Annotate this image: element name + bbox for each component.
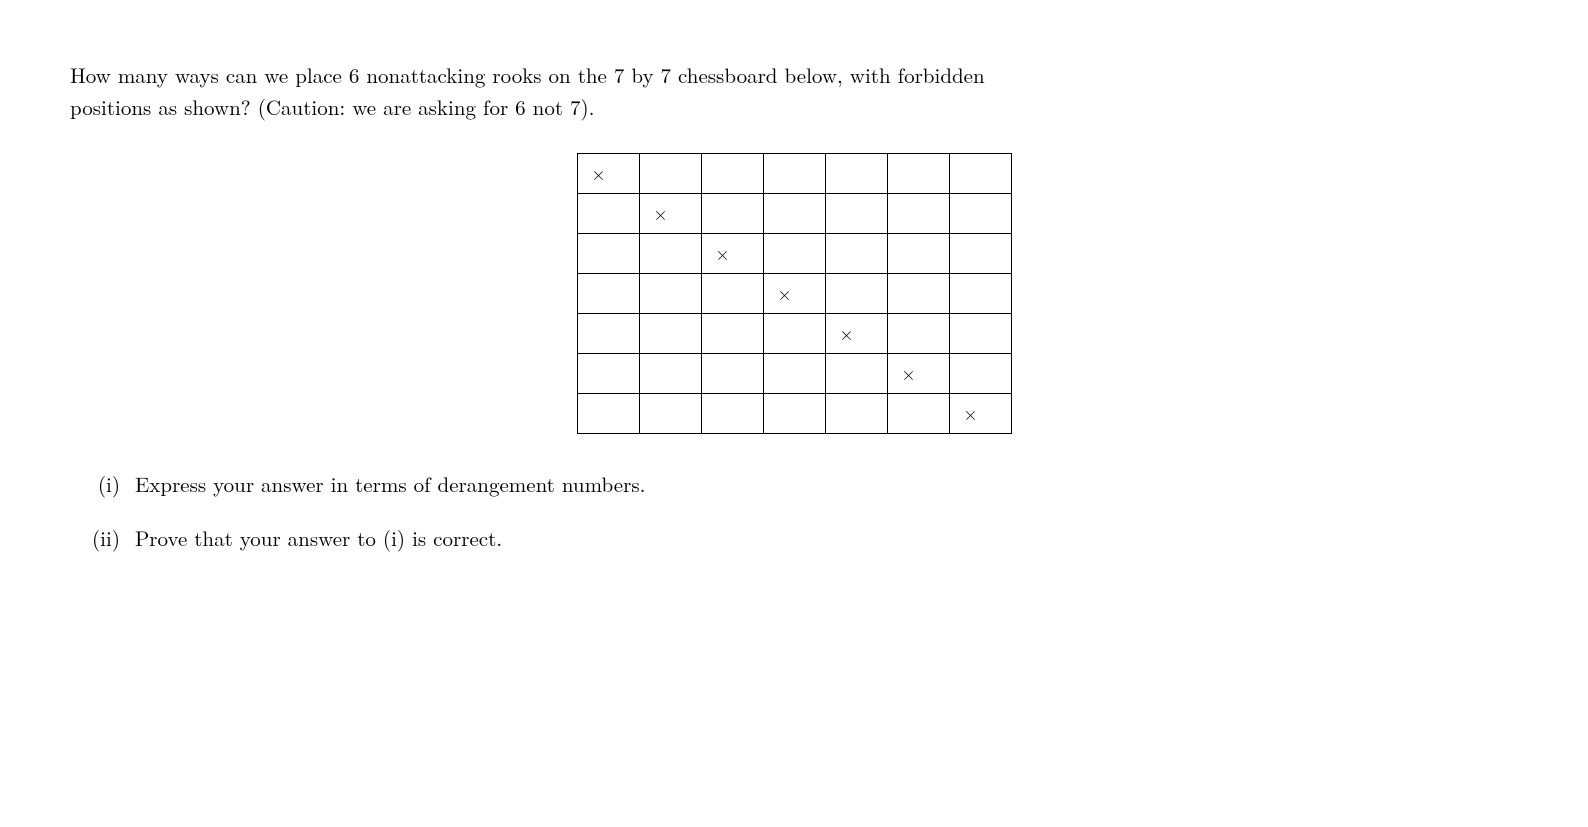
board-cell <box>887 154 949 194</box>
board-cell <box>639 354 701 394</box>
board-cell <box>949 234 1011 274</box>
board-row: × <box>577 194 1011 234</box>
board-cell <box>949 194 1011 234</box>
board-cell <box>887 394 949 434</box>
problem-intro: How many ways can we place 6 nonattackin… <box>70 60 1070 123</box>
board-cell <box>825 234 887 274</box>
part-label: (ii) <box>70 523 135 555</box>
board-cell <box>763 234 825 274</box>
board-cell <box>825 354 887 394</box>
board-cell <box>763 194 825 234</box>
board-row: × <box>577 354 1011 394</box>
chessboard-container: ××××××× <box>70 153 1518 434</box>
board-cell <box>577 274 639 314</box>
board-cell <box>577 354 639 394</box>
board-cell <box>949 314 1011 354</box>
board-cell <box>701 274 763 314</box>
forbidden-cell: × <box>949 394 1011 434</box>
part-i: (i) Express your answer in terms of dera… <box>70 469 1518 501</box>
part-text: Prove that your answer to (i) is correct… <box>135 523 1518 555</box>
part-label: (i) <box>70 469 135 501</box>
board-row: × <box>577 154 1011 194</box>
board-row: × <box>577 314 1011 354</box>
board-cell <box>887 194 949 234</box>
board-cell <box>701 194 763 234</box>
board-cell <box>639 394 701 434</box>
board-cell <box>949 274 1011 314</box>
part-ii: (ii) Prove that your answer to (i) is co… <box>70 523 1518 555</box>
board-cell <box>949 354 1011 394</box>
board-cell <box>763 154 825 194</box>
forbidden-cell: × <box>825 314 887 354</box>
board-cell <box>639 234 701 274</box>
chessboard: ××××××× <box>577 153 1012 434</box>
forbidden-cell: × <box>763 274 825 314</box>
board-row: × <box>577 234 1011 274</box>
board-cell <box>639 314 701 354</box>
forbidden-cell: × <box>887 354 949 394</box>
board-cell <box>701 354 763 394</box>
board-cell <box>577 314 639 354</box>
board-cell <box>887 274 949 314</box>
board-row: × <box>577 394 1011 434</box>
forbidden-cell: × <box>701 234 763 274</box>
part-text: Express your answer in terms of derangem… <box>135 469 1518 501</box>
board-cell <box>887 234 949 274</box>
board-cell <box>825 274 887 314</box>
board-cell <box>825 194 887 234</box>
problem-parts: (i) Express your answer in terms of dera… <box>70 469 1518 554</box>
board-cell <box>763 354 825 394</box>
board-cell <box>701 394 763 434</box>
board-cell <box>825 394 887 434</box>
board-cell <box>949 154 1011 194</box>
board-row: × <box>577 274 1011 314</box>
board-cell <box>639 274 701 314</box>
board-cell <box>763 314 825 354</box>
forbidden-cell: × <box>577 154 639 194</box>
board-cell <box>763 394 825 434</box>
board-cell <box>577 234 639 274</box>
board-cell <box>577 394 639 434</box>
board-cell <box>825 154 887 194</box>
board-cell <box>701 314 763 354</box>
board-cell <box>639 154 701 194</box>
forbidden-cell: × <box>639 194 701 234</box>
board-cell <box>887 314 949 354</box>
board-cell <box>701 154 763 194</box>
board-cell <box>577 194 639 234</box>
